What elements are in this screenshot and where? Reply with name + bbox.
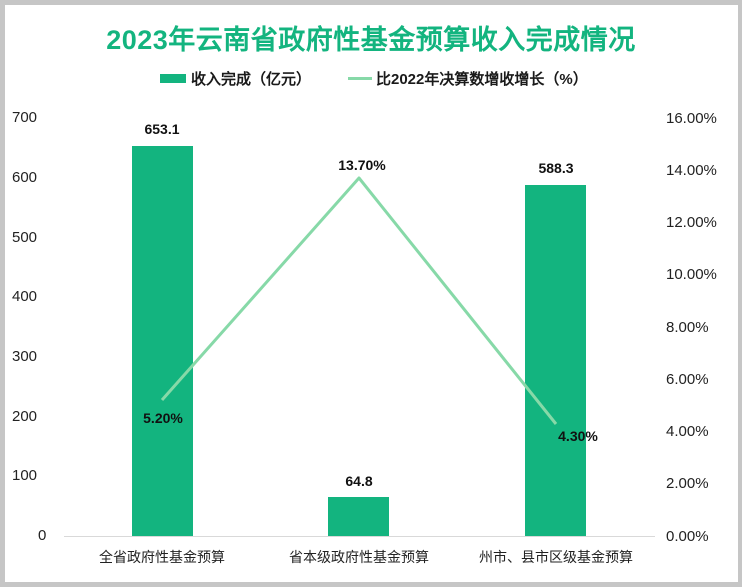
left-axis-tick: 200 xyxy=(12,408,38,425)
right-axis-tick: 16.00% xyxy=(666,110,717,127)
right-axis-tick: 4.00% xyxy=(666,423,709,440)
bar-value-label: 64.8 xyxy=(345,473,373,489)
growth-line xyxy=(160,176,558,425)
right-axis-tick: 12.00% xyxy=(666,214,717,231)
bar-total-provincial xyxy=(132,146,193,536)
line-swatch-icon xyxy=(348,77,372,80)
category-label: 州市、县市区级基金预算 xyxy=(479,549,633,565)
category-label: 省本级政府性基金预算 xyxy=(289,549,429,565)
bar-prefecture-county xyxy=(525,185,586,536)
right-axis-tick: 6.00% xyxy=(666,371,709,388)
left-axis-tick: 400 xyxy=(12,288,38,305)
line-value-label: 13.70% xyxy=(338,157,386,173)
bar-value-label: 653.1 xyxy=(144,121,180,137)
left-axis-tick: 0 xyxy=(38,527,47,544)
legend-label-growth: 比2022年决算数增收增长（%） xyxy=(376,71,588,88)
bar-value-label: 588.3 xyxy=(538,160,574,176)
left-axis-tick: 500 xyxy=(12,229,38,246)
right-axis-tick: 2.00% xyxy=(666,475,709,492)
right-axis-tick: 8.00% xyxy=(666,319,709,336)
chart-title: 2023年云南省政府性基金预算收入完成情况 xyxy=(106,25,636,55)
legend-item-revenue: 收入完成（亿元） xyxy=(160,68,311,89)
bar-swatch-icon xyxy=(160,74,186,83)
legend-label-revenue: 收入完成（亿元） xyxy=(191,71,312,88)
left-axis-tick: 700 xyxy=(12,109,38,126)
right-axis-tick: 14.00% xyxy=(666,162,717,179)
right-axis-tick: 10.00% xyxy=(666,266,717,283)
left-axis-tick: 300 xyxy=(12,348,38,365)
chart-legend: 收入完成（亿元） 比2022年决算数增收增长（%） xyxy=(0,68,742,90)
bar-provincial-level xyxy=(328,497,389,536)
left-axis-tick: 100 xyxy=(12,467,38,484)
left-axis-tick: 600 xyxy=(12,169,38,186)
line-value-label: 5.20% xyxy=(143,410,183,426)
right-axis-tick: 0.00% xyxy=(666,528,709,545)
category-label: 全省政府性基金预算 xyxy=(99,549,225,565)
legend-item-growth: 比2022年决算数增收增长（%） xyxy=(348,68,588,89)
line-value-label: 4.30% xyxy=(558,428,598,444)
